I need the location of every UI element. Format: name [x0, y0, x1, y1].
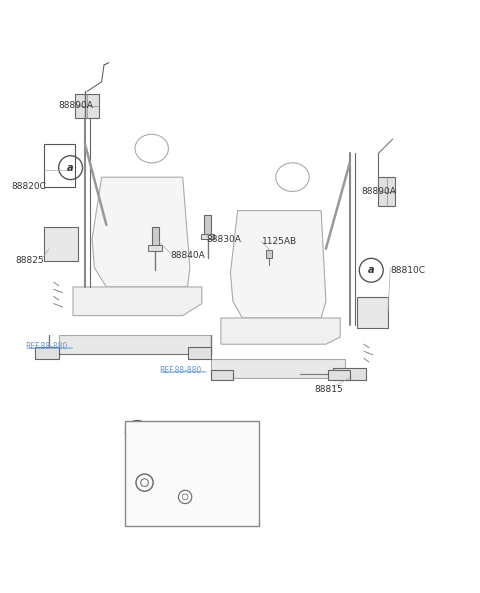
Text: a: a [134, 428, 141, 438]
Text: REF.88-880: REF.88-880 [25, 342, 68, 351]
FancyBboxPatch shape [357, 296, 388, 327]
Polygon shape [59, 334, 211, 354]
FancyBboxPatch shape [188, 346, 211, 359]
FancyBboxPatch shape [328, 369, 350, 380]
FancyBboxPatch shape [266, 250, 272, 259]
FancyBboxPatch shape [125, 420, 259, 525]
FancyBboxPatch shape [44, 227, 78, 261]
Text: REF.88-880: REF.88-880 [159, 366, 201, 375]
FancyBboxPatch shape [35, 346, 59, 359]
Text: a: a [67, 162, 74, 173]
Text: 88890A: 88890A [362, 187, 396, 196]
Text: 88825: 88825 [16, 256, 44, 265]
FancyBboxPatch shape [204, 215, 211, 237]
Text: 88878: 88878 [132, 452, 156, 461]
Text: 88815: 88815 [314, 385, 343, 394]
Text: 88877: 88877 [195, 478, 219, 487]
Polygon shape [73, 287, 202, 315]
FancyBboxPatch shape [211, 369, 233, 380]
Polygon shape [211, 359, 345, 378]
Polygon shape [92, 177, 190, 287]
Text: 88890A: 88890A [59, 101, 94, 110]
FancyBboxPatch shape [152, 227, 159, 249]
FancyBboxPatch shape [201, 234, 214, 239]
Polygon shape [230, 211, 326, 318]
FancyBboxPatch shape [378, 177, 395, 206]
Text: 88820C: 88820C [11, 182, 46, 191]
Text: 88810C: 88810C [390, 266, 425, 275]
Text: 1125AB: 1125AB [262, 237, 297, 246]
Text: 88830A: 88830A [206, 235, 241, 244]
Polygon shape [221, 318, 340, 344]
Text: 88840A: 88840A [171, 251, 205, 260]
Text: a: a [368, 265, 374, 275]
FancyBboxPatch shape [75, 94, 99, 117]
FancyBboxPatch shape [333, 368, 366, 380]
FancyBboxPatch shape [148, 246, 162, 251]
